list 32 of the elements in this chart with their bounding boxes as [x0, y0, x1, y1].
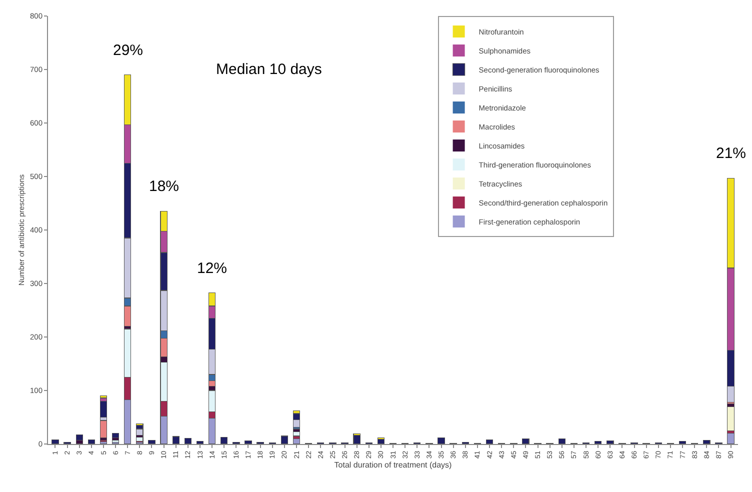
bar	[558, 438, 566, 444]
bar	[438, 437, 445, 444]
bar	[112, 433, 120, 438]
bar	[148, 440, 156, 444]
bar	[486, 439, 494, 444]
bar	[678, 441, 686, 444]
bar	[184, 438, 192, 444]
bar	[606, 440, 614, 444]
bar	[220, 436, 228, 444]
bar	[353, 435, 360, 444]
bar	[594, 441, 602, 444]
bar	[727, 406, 734, 431]
annotation: 18%	[149, 178, 180, 195]
bar	[292, 431, 300, 436]
annotation: Median 10 days	[216, 61, 322, 78]
bar	[172, 436, 180, 444]
annotation: 12%	[197, 260, 228, 277]
bar	[52, 439, 59, 444]
bar	[703, 440, 710, 444]
bar	[100, 396, 108, 398]
bar	[88, 439, 96, 444]
bar	[727, 433, 734, 444]
bar	[280, 436, 288, 444]
annotation: 21%	[716, 145, 746, 162]
bar	[76, 434, 83, 441]
annotation: 29%	[113, 42, 144, 59]
bar	[196, 441, 204, 444]
x-axis-title: Total duration of treatment (days)	[334, 460, 452, 470]
bar	[100, 420, 108, 438]
bar	[100, 400, 108, 418]
bar	[244, 440, 252, 444]
bar	[522, 438, 530, 444]
